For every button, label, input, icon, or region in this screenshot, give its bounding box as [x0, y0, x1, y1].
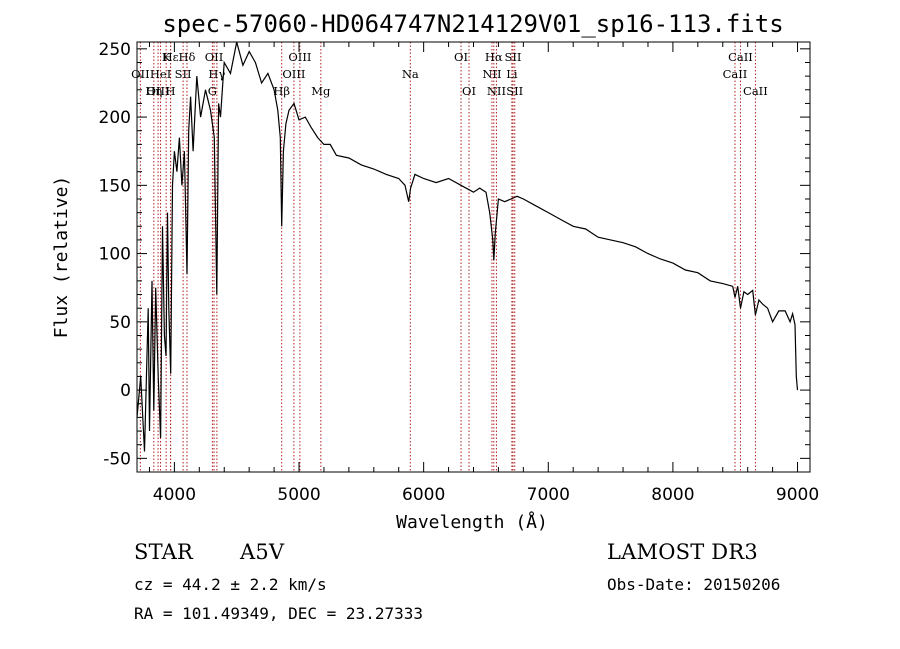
line-label: CaII — [728, 50, 753, 64]
line-label: SII — [505, 50, 522, 64]
x-tick-label: 9000 — [776, 485, 819, 505]
chart-title: spec-57060-HD064747N214129V01_sp16-113.f… — [162, 10, 783, 38]
line-label: G — [208, 84, 217, 98]
line-label: Hγ — [208, 67, 225, 81]
line-label: OIII — [147, 84, 170, 98]
line-label: Na — [402, 67, 419, 81]
line-label: Hδ — [178, 50, 195, 64]
survey-name: LAMOST DR3 — [607, 540, 758, 564]
spectrum-line — [136, 41, 799, 452]
y-tick-label: -50 — [103, 449, 131, 469]
y-tick-label: 100 — [99, 245, 131, 265]
plot-frame — [136, 41, 811, 473]
line-label: OIII — [282, 67, 305, 81]
x-tick-label: 4000 — [153, 485, 196, 505]
line-label: NII — [482, 67, 501, 81]
line-label: OIII — [288, 50, 311, 64]
spectral-subclass: A5V — [240, 540, 285, 564]
line-label: SII — [506, 84, 523, 98]
line-label: H — [166, 84, 176, 98]
line-label: Mg — [311, 84, 331, 98]
y-tick-label: 250 — [99, 40, 131, 60]
line-label: HeI — [150, 67, 171, 81]
y-tick-label: 50 — [109, 313, 131, 333]
coordinates: RA = 101.49349, DEC = 23.27333 — [134, 604, 423, 623]
x-tick-label: 8000 — [651, 485, 694, 505]
x-tick-label: 5000 — [277, 485, 320, 505]
line-label: Hα — [485, 50, 503, 64]
line-label: NII — [487, 84, 506, 98]
object-type: STAR — [134, 540, 194, 564]
y-axis-label: Flux (relative) — [51, 176, 72, 339]
y-axis-ticks: -50 0 50 100 150 200 250 — [99, 40, 810, 469]
x-tick-label: 6000 — [402, 485, 445, 505]
line-label: K — [162, 50, 171, 64]
y-tick-label: 0 — [120, 381, 131, 401]
line-label: OII — [205, 50, 224, 64]
line-label: Hε — [163, 50, 179, 64]
line-label: SII — [175, 67, 192, 81]
y-tick-label: 200 — [99, 108, 131, 128]
y-tick-label: 150 — [99, 176, 131, 196]
line-label: OI — [454, 50, 468, 64]
line-label: OII — [131, 67, 150, 81]
line-label: CaII — [743, 84, 768, 98]
spectral-line-markers — [139, 42, 756, 472]
line-label: CaII — [723, 67, 748, 81]
line-label: OI — [462, 84, 476, 98]
x-axis-label: Wavelength (Å) — [396, 511, 548, 533]
observation-date: Obs-Date: 20150206 — [607, 575, 781, 594]
line-label: Li — [506, 67, 518, 81]
redshift-value: cz = 44.2 ± 2.2 km/s — [134, 575, 327, 594]
line-label: Hβ — [273, 84, 290, 98]
line-label: Hη — [145, 84, 162, 98]
x-axis-ticks: 4000 5000 6000 7000 8000 9000 — [148, 42, 819, 505]
x-tick-label: 7000 — [527, 485, 570, 505]
